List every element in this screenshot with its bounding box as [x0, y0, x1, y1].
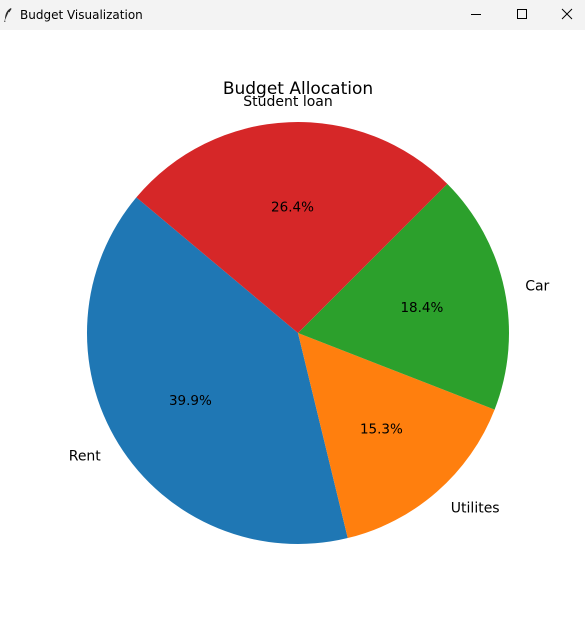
slice-percent-label: 26.4% [271, 200, 314, 216]
feather-icon [3, 7, 13, 23]
slice-category-label: Student loan [243, 94, 332, 110]
close-button[interactable] [545, 0, 585, 30]
slice-category-label: Utilites [451, 501, 500, 517]
slice-percent-label: 18.4% [400, 300, 443, 316]
pie-slice-rent [86, 197, 348, 545]
pie-slices [86, 121, 509, 545]
slice-percent-label: 39.9% [169, 393, 212, 409]
window-title: Budget Visualization [20, 8, 143, 22]
pie-labels: 39.9% Rent 15.3% Utilites 18.4% Car 26.4% Stude… [69, 94, 550, 517]
chart-title: Budget Allocation [223, 79, 373, 99]
pie-chart: Budget Allocation 39.9% Rent 15.3% Utilites… [69, 79, 550, 545]
maximize-icon [517, 9, 527, 19]
title-bar: Budget Visualization [0, 0, 585, 30]
pie-slice-student-loan [136, 121, 448, 333]
pie-slice-car [298, 183, 509, 410]
slice-category-label: Rent [69, 448, 102, 464]
close-icon [561, 8, 573, 20]
minimize-button[interactable] [453, 0, 499, 30]
maximize-button[interactable] [499, 0, 545, 30]
slice-percent-label: 15.3% [360, 421, 403, 437]
minimize-icon [471, 14, 481, 15]
slice-category-label: Car [525, 278, 549, 294]
pie-slice-utilites [298, 333, 495, 539]
chart-area: Budget Allocation 39.9% Rent 15.3% Utilites… [0, 30, 585, 627]
